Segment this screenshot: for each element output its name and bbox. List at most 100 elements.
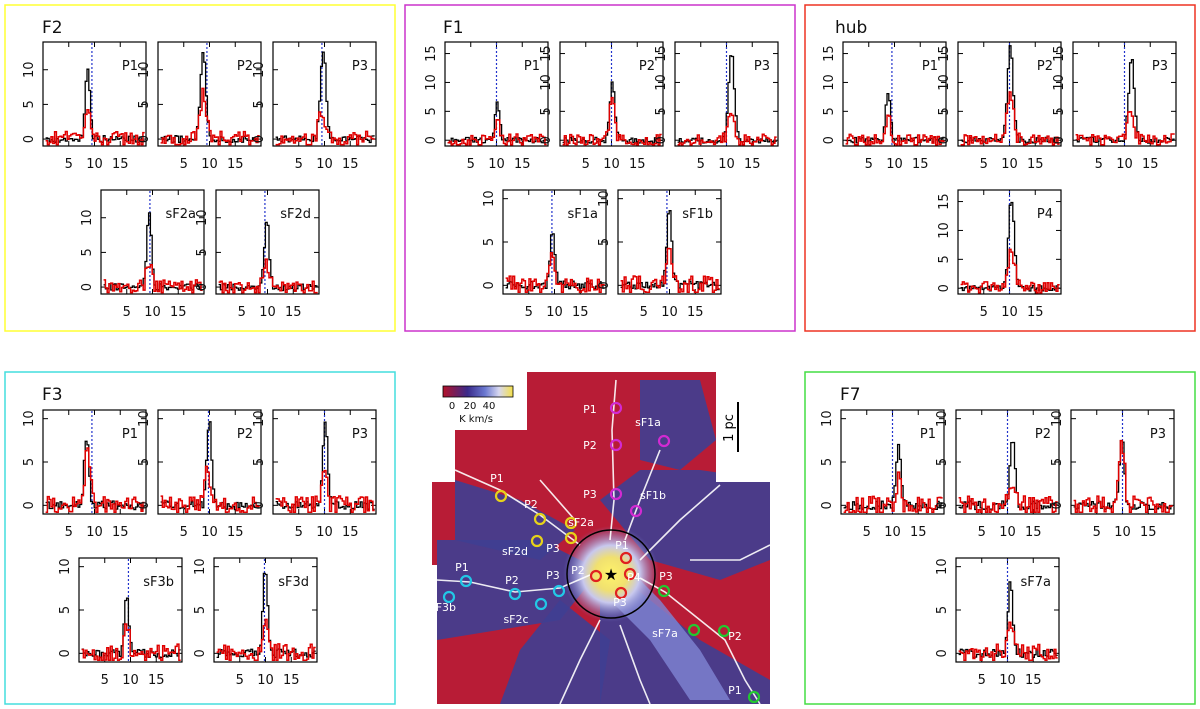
marker-label: P3 <box>613 596 627 609</box>
panel-frame-f1 <box>404 4 796 332</box>
spectrum-position-label: P2 <box>237 427 253 442</box>
spectrum-plot: 5 10 15 0 5 10 sF2d <box>195 189 320 320</box>
y-tick-label: 0 <box>424 136 439 144</box>
y-tick-label: 10 <box>937 74 952 91</box>
panel-title: F2 <box>42 18 63 38</box>
hub-emission <box>563 526 659 622</box>
map-marker: sF1a <box>635 416 671 448</box>
y-tick-label: 5 <box>820 458 835 466</box>
y-tick-label: 5 <box>58 606 73 614</box>
map-marker: P1 <box>583 401 623 416</box>
x-tick-label: 5 <box>978 673 986 688</box>
y-tick-label: 10 <box>137 61 152 78</box>
y-tick-label: 10 <box>822 74 837 91</box>
spectrum-red-line <box>275 469 375 514</box>
y-tick-label: 15 <box>424 45 439 62</box>
spectrum-plot: 5 10 15 0 5 10 15 P4 <box>937 189 1062 320</box>
y-tick-label: 10 <box>195 209 210 226</box>
y-tick-label: 10 <box>1050 410 1065 427</box>
marker-label: P2 <box>505 574 519 587</box>
y-tick-label: 0 <box>137 135 152 143</box>
x-tick-label: 15 <box>744 157 761 172</box>
plot-axes <box>444 41 549 147</box>
x-tick-label: 5 <box>65 525 73 540</box>
spectrum-plot: 5 10 15 0 5 10 P3 <box>252 41 377 172</box>
panel-title: F7 <box>840 385 861 405</box>
x-tick-label: 10 <box>603 157 620 172</box>
y-tick-label: 0 <box>195 283 210 291</box>
x-tick-label: 15 <box>1027 157 1044 172</box>
y-tick-label: 10 <box>597 190 612 207</box>
x-tick-label: 10 <box>884 525 901 540</box>
x-tick-label: 15 <box>912 157 929 172</box>
spectrum-position-label: sF1a <box>568 207 599 222</box>
spectrum-black-line <box>677 55 777 144</box>
map-marker: P3 <box>613 586 628 609</box>
spectrum-plot: 5 10 15 0 5 10 P1 <box>820 409 945 540</box>
marker-circle <box>609 438 623 452</box>
marker-label: P1 <box>455 561 469 574</box>
spectrum-position-label: P2 <box>639 59 655 74</box>
spectrum-plot: 5 10 15 0 5 10 P2 <box>935 409 1060 540</box>
y-tick-label: 10 <box>820 410 835 427</box>
y-tick-label: 10 <box>80 209 95 226</box>
x-tick-label: 5 <box>295 525 303 540</box>
marker-circle <box>629 504 643 518</box>
x-tick-label: 5 <box>1093 525 1101 540</box>
panel-frame-f3 <box>4 371 396 705</box>
y-tick-label: 0 <box>482 281 497 289</box>
map-emission-region <box>600 470 770 580</box>
spectrum-red-line <box>1075 111 1175 146</box>
marker-label: P2 <box>728 630 742 643</box>
x-tick-label: 5 <box>978 525 986 540</box>
x-tick-label: 15 <box>342 157 359 172</box>
y-tick-label: 0 <box>22 135 37 143</box>
map-marker: P1 <box>455 561 473 588</box>
y-tick-label: 5 <box>193 606 208 614</box>
spectrum-position-label: P2 <box>1035 427 1051 442</box>
hub-circle <box>566 529 656 619</box>
x-tick-label: 10 <box>999 525 1016 540</box>
spectrum-position-label: P4 <box>1037 207 1053 222</box>
x-tick-label: 15 <box>342 525 359 540</box>
map-emission-region <box>500 600 610 704</box>
map-marker: P1 <box>728 684 761 704</box>
y-tick-label: 10 <box>137 410 152 427</box>
marker-label: sF3b <box>430 601 456 614</box>
x-tick-label: 10 <box>1114 525 1131 540</box>
filament-skeleton <box>609 379 617 541</box>
spectrum-red-line <box>45 447 145 514</box>
y-tick-label: 5 <box>22 100 37 108</box>
y-tick-label: 5 <box>195 248 210 256</box>
y-tick-label: 0 <box>822 136 837 144</box>
marker-circle <box>533 512 547 526</box>
y-tick-label: 15 <box>937 45 952 62</box>
marker-circle <box>508 587 522 601</box>
x-tick-label: 5 <box>180 525 188 540</box>
marker-label: sF7a <box>652 627 678 640</box>
y-tick-label: 10 <box>424 74 439 91</box>
spectrum-red-line <box>505 252 605 294</box>
spectrum-position-label: sF1b <box>682 207 713 222</box>
x-tick-label: 5 <box>1095 157 1103 172</box>
spectrum-position-label: P2 <box>237 59 253 74</box>
y-tick-label: 10 <box>1052 74 1067 91</box>
x-tick-label: 5 <box>697 157 705 172</box>
y-tick-label: 15 <box>539 45 554 62</box>
y-tick-label: 10 <box>937 222 952 239</box>
map-marker: sF3b <box>430 590 456 614</box>
y-tick-label: 10 <box>935 410 950 427</box>
spectrum-position-label: sF3d <box>278 575 309 590</box>
marker-circle <box>534 597 548 611</box>
plot-axes <box>42 41 147 147</box>
spectrum-red-line <box>81 623 181 662</box>
spectrum-plot: 5 10 15 0 5 10 P1 <box>22 41 147 172</box>
spectrum-position-label: P3 <box>352 59 368 74</box>
y-tick-label: 5 <box>1052 107 1067 115</box>
marker-circle <box>459 574 473 588</box>
y-tick-label: 5 <box>424 107 439 115</box>
y-tick-label: 0 <box>1050 501 1065 509</box>
marker-label: P1 <box>615 539 629 552</box>
